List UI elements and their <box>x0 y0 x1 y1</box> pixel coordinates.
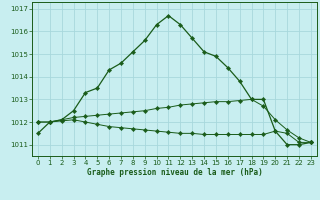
X-axis label: Graphe pression niveau de la mer (hPa): Graphe pression niveau de la mer (hPa) <box>86 168 262 177</box>
